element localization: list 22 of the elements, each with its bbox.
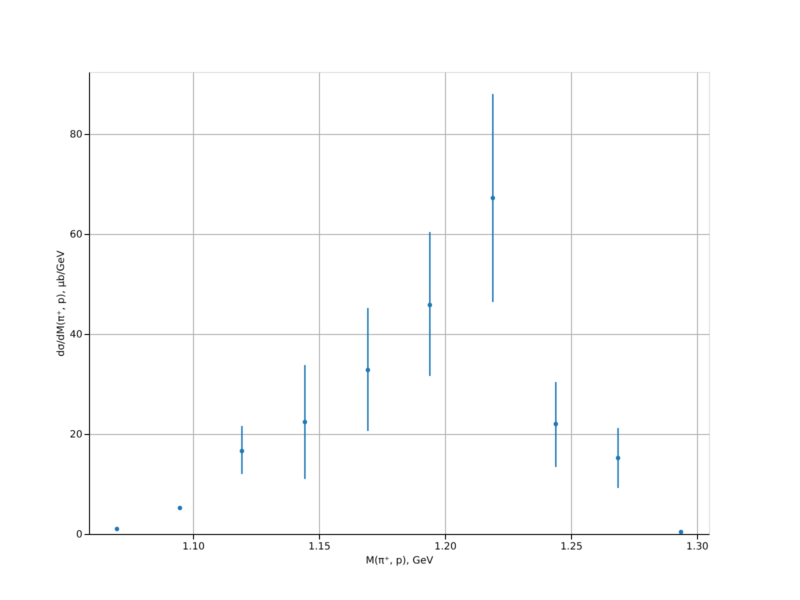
y-tick-label: 20 [70,430,82,440]
x-tick-label: 1.10 [182,542,205,552]
point [240,448,244,454]
point [178,506,182,510]
y-tick-label: 60 [70,230,82,240]
point [616,456,620,460]
y-tick-label: 0 [76,530,82,540]
point [114,526,120,532]
point [428,302,432,308]
y-axis-title: dσ/dM(π⁺, p), μb/GeV [56,250,67,357]
point [554,422,558,426]
x-tick-label: 1.25 [560,542,583,552]
point [490,196,496,200]
x-tick-label: 1.20 [434,542,457,552]
y-tick-label: 80 [70,130,82,140]
point [302,420,308,424]
x-tick-label: 1.30 [686,542,709,552]
point [366,368,370,372]
x-axis-title: M(π⁺, p), GeV [366,556,434,566]
x-tick-label: 1.15 [308,542,331,552]
y-tick-label: 40 [70,330,82,340]
point [678,530,684,534]
